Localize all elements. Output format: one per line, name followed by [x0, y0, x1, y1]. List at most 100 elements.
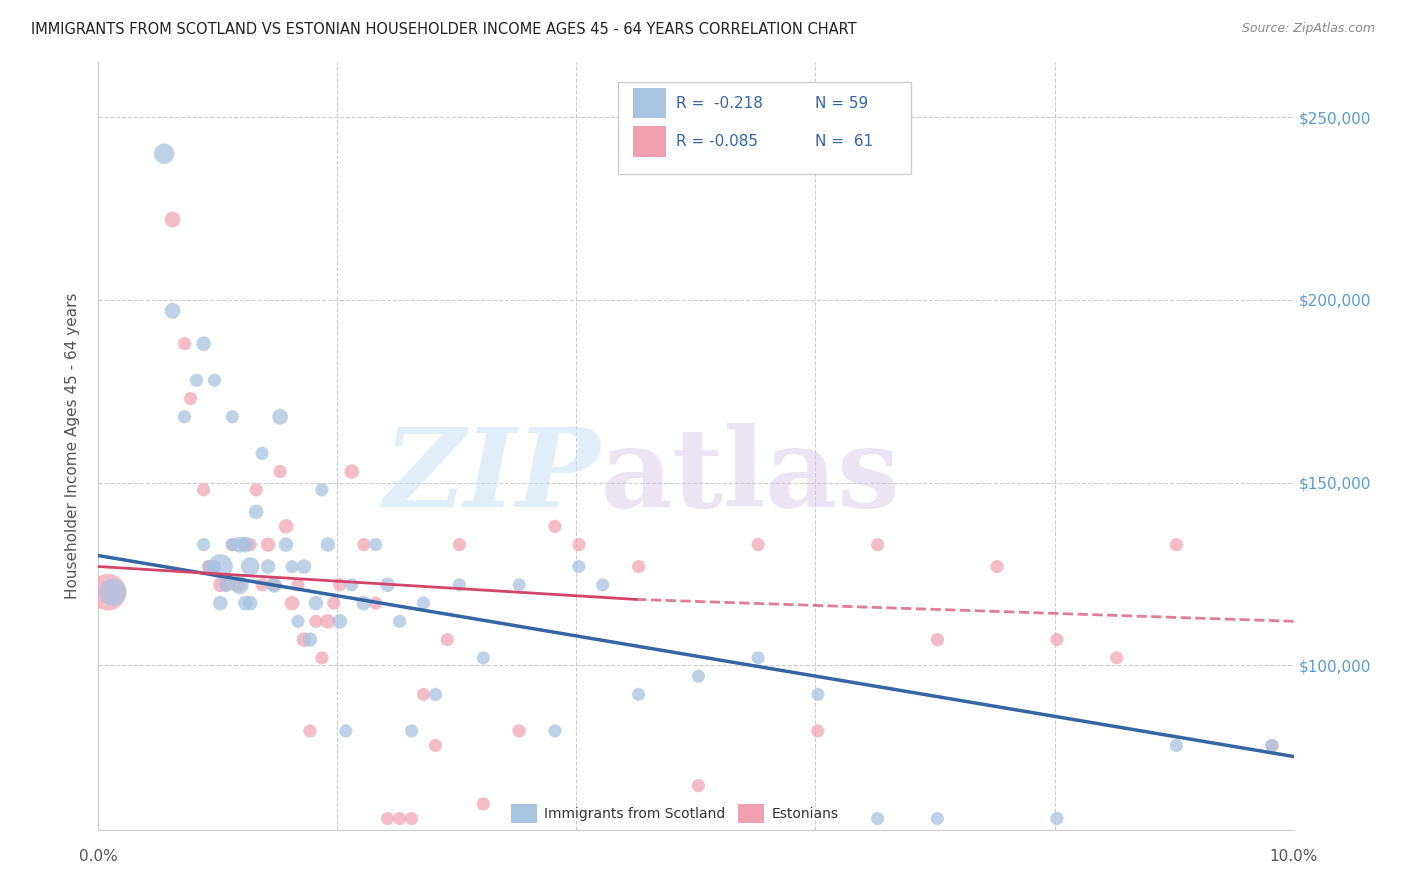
Point [1105, 651, 1128, 665]
Point [388, 615, 411, 629]
Point [239, 538, 262, 552]
Point [353, 538, 375, 552]
Point [257, 559, 280, 574]
Point [250, 446, 273, 460]
Point [228, 538, 250, 552]
Point [269, 409, 291, 424]
Point [592, 578, 614, 592]
Point [412, 687, 434, 701]
Point [425, 687, 447, 701]
Point [193, 483, 215, 497]
Text: R =  -0.218: R = -0.218 [676, 95, 762, 111]
Point [688, 669, 710, 683]
Point [281, 559, 304, 574]
Point [221, 538, 243, 552]
FancyBboxPatch shape [510, 805, 537, 823]
Text: R = -0.085: R = -0.085 [676, 134, 758, 149]
Point [235, 538, 257, 552]
Point [298, 632, 321, 647]
Point [329, 615, 352, 629]
Point [986, 559, 1008, 574]
Point [179, 392, 201, 406]
Point [472, 797, 495, 811]
Point [97, 585, 120, 599]
Point [202, 559, 225, 574]
Point [364, 538, 387, 552]
Point [239, 559, 262, 574]
Point [1261, 739, 1284, 753]
Point [198, 559, 221, 574]
Point [162, 303, 184, 318]
Point [193, 336, 215, 351]
Point [1046, 632, 1069, 647]
Point [377, 578, 399, 592]
Point [401, 723, 423, 738]
Point [364, 596, 387, 610]
FancyBboxPatch shape [619, 81, 911, 174]
Point [215, 578, 238, 592]
Point [425, 739, 447, 753]
Point [322, 596, 344, 610]
Point [1166, 739, 1188, 753]
Point [202, 373, 225, 387]
Point [263, 578, 285, 592]
Text: ZIP: ZIP [384, 423, 600, 531]
Text: IMMIGRANTS FROM SCOTLAND VS ESTONIAN HOUSEHOLDER INCOME AGES 45 - 64 YEARS CORRE: IMMIGRANTS FROM SCOTLAND VS ESTONIAN HOU… [31, 22, 856, 37]
Point [449, 578, 471, 592]
Point [226, 578, 249, 592]
Point [281, 596, 304, 610]
Point [209, 596, 232, 610]
Point [305, 596, 328, 610]
Point [1261, 739, 1284, 753]
Point [186, 373, 208, 387]
Point [274, 519, 297, 533]
Point [1166, 538, 1188, 552]
Point [228, 578, 250, 592]
Point [688, 779, 710, 793]
Point [202, 559, 225, 574]
Point [298, 723, 321, 738]
Text: Estonians: Estonians [772, 807, 838, 822]
Point [209, 578, 232, 592]
Point [292, 559, 315, 574]
Text: Source: ZipAtlas.com: Source: ZipAtlas.com [1241, 22, 1375, 36]
Point [544, 723, 567, 738]
Point [292, 632, 315, 647]
Point [508, 578, 530, 592]
Point [316, 538, 339, 552]
Point [193, 538, 215, 552]
Point [927, 812, 949, 826]
Text: 0.0%: 0.0% [79, 849, 118, 863]
Point [274, 538, 297, 552]
Text: atlas: atlas [600, 423, 900, 530]
Point [287, 578, 309, 592]
Point [287, 615, 309, 629]
Point [449, 538, 471, 552]
Text: Immigrants from Scotland: Immigrants from Scotland [544, 807, 725, 822]
Point [101, 585, 124, 599]
Point [568, 538, 591, 552]
Point [568, 559, 591, 574]
Point [173, 409, 195, 424]
Point [807, 723, 830, 738]
Point [250, 578, 273, 592]
Point [329, 578, 352, 592]
Point [340, 578, 363, 592]
Point [173, 336, 195, 351]
Y-axis label: Householder Income Ages 45 - 64 years: Householder Income Ages 45 - 64 years [65, 293, 80, 599]
Point [316, 615, 339, 629]
Point [807, 687, 830, 701]
Point [311, 483, 333, 497]
Point [627, 559, 650, 574]
Point [257, 538, 280, 552]
Point [335, 723, 357, 738]
Point [245, 483, 267, 497]
Point [866, 812, 889, 826]
Point [377, 812, 399, 826]
Point [233, 538, 256, 552]
Point [197, 559, 219, 574]
FancyBboxPatch shape [633, 126, 666, 157]
Point [388, 812, 411, 826]
Point [747, 651, 769, 665]
Point [209, 559, 232, 574]
